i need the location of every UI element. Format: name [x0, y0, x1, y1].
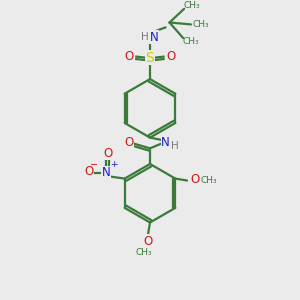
- Text: N: N: [102, 166, 110, 179]
- Text: H: H: [170, 141, 178, 152]
- Text: O: O: [124, 136, 133, 149]
- Text: O: O: [167, 50, 176, 63]
- Text: O: O: [84, 165, 93, 178]
- Text: N: N: [149, 31, 158, 44]
- Text: O: O: [143, 235, 153, 248]
- Text: CH₃: CH₃: [184, 2, 200, 10]
- Text: O: O: [190, 173, 200, 186]
- Text: CH₃: CH₃: [200, 176, 217, 185]
- Text: O: O: [103, 147, 113, 160]
- Text: O: O: [124, 50, 133, 63]
- Text: CH₃: CH₃: [183, 38, 199, 46]
- Text: H: H: [141, 32, 149, 42]
- Text: +: +: [110, 160, 118, 169]
- Text: S: S: [146, 51, 154, 64]
- Text: N: N: [161, 136, 170, 149]
- Text: CH₃: CH₃: [192, 20, 209, 29]
- Text: CH₃: CH₃: [136, 248, 152, 257]
- Text: −: −: [90, 160, 98, 170]
